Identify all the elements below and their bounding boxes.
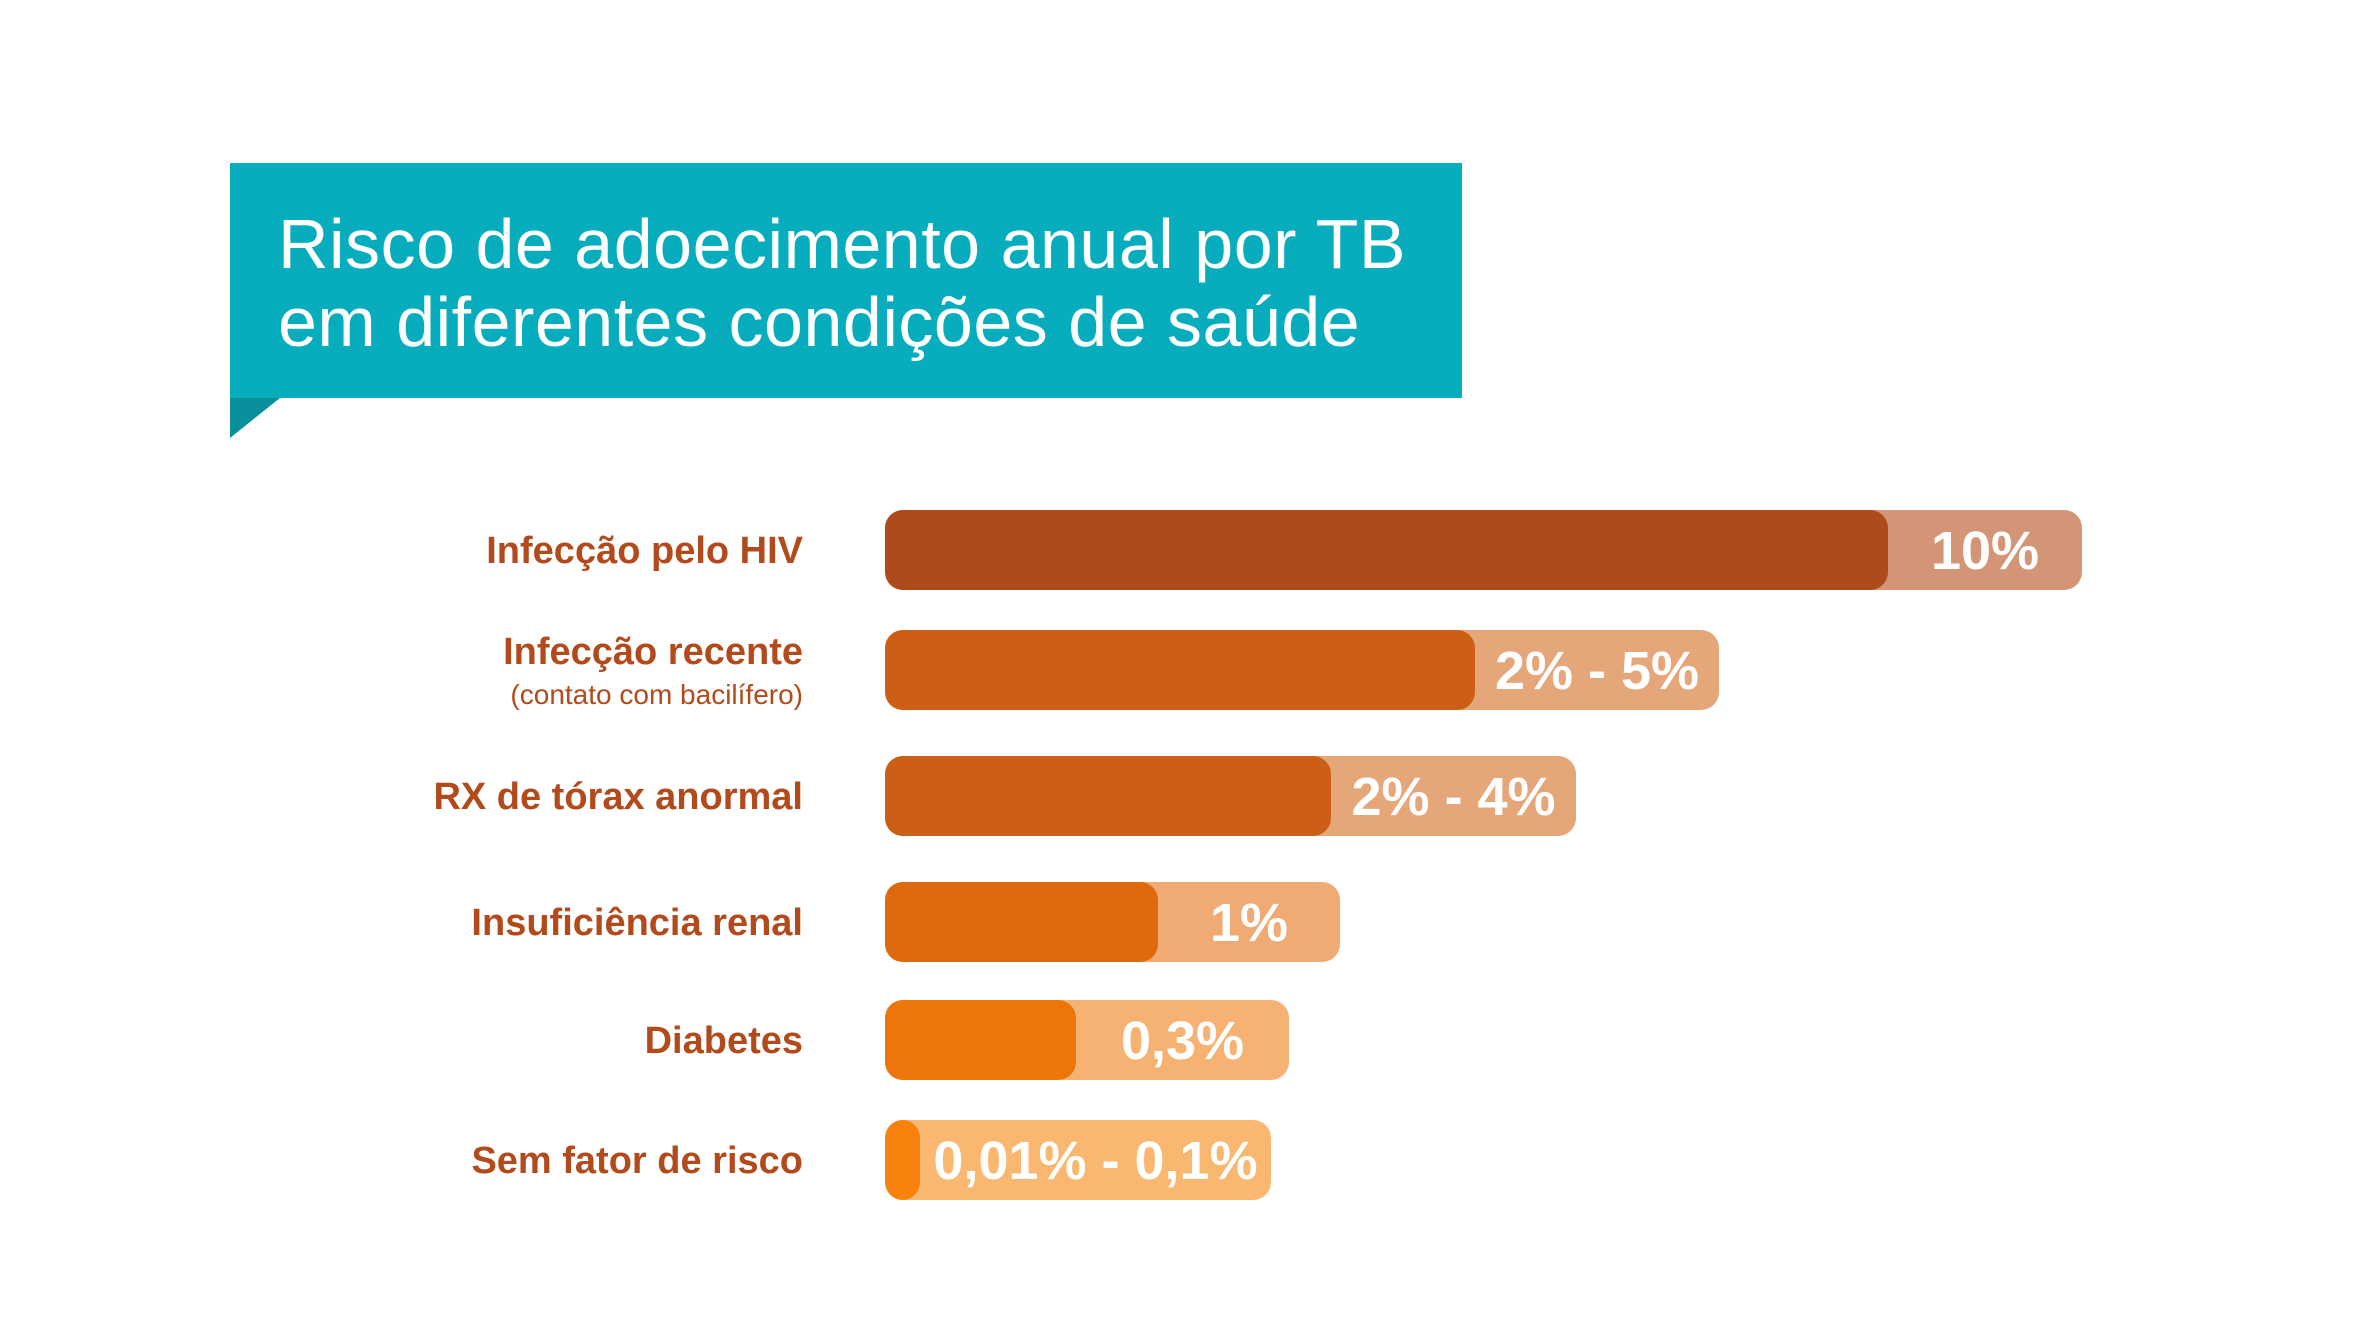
category-label-2: RX de tórax anormal xyxy=(433,776,803,818)
title-banner-tail xyxy=(230,398,280,438)
value-label-0: 10% xyxy=(1931,521,2039,581)
value-label-1: 2% - 5% xyxy=(1495,641,1699,701)
bar-value-2 xyxy=(885,756,1331,836)
bar-value-3 xyxy=(885,882,1158,962)
value-label-2: 2% - 4% xyxy=(1351,767,1555,827)
category-sublabel-1: (contato com bacilífero) xyxy=(510,679,803,710)
title-banner: Risco de adoecimento anual por TB em dif… xyxy=(230,163,1462,438)
bar-range-5 xyxy=(885,1120,1271,1200)
category-label-0: Infecção pelo HIV xyxy=(486,530,803,572)
value-label-3: 1% xyxy=(1210,893,1288,953)
value-label-4: 0,3% xyxy=(1121,1011,1244,1071)
bar-value-5 xyxy=(885,1120,920,1200)
bar-value-4 xyxy=(885,1000,1076,1080)
category-label-1: Infecção recente xyxy=(503,631,803,673)
value-label-5: 0,01% - 0,1% xyxy=(933,1131,1257,1191)
category-label-5: Sem fator de risco xyxy=(471,1140,803,1182)
chart-title-line-1: Risco de adoecimento anual por TB xyxy=(278,205,1407,283)
category-label-4: Diabetes xyxy=(645,1020,803,1062)
bar-value-0 xyxy=(885,510,1888,590)
bar-value-1 xyxy=(885,630,1475,710)
chart-title-line-2: em diferentes condições de saúde xyxy=(278,283,1361,361)
category-label-3: Insuficiência renal xyxy=(471,902,803,944)
